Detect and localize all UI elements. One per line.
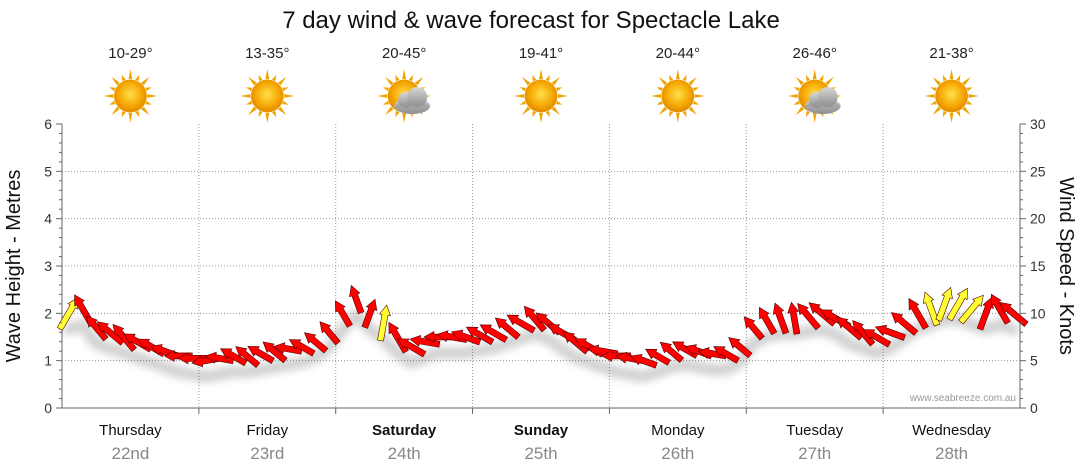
wind-arrow xyxy=(990,293,1011,325)
wind-arrow xyxy=(349,284,365,315)
wind-arrow xyxy=(409,334,441,348)
day-name: Tuesday xyxy=(786,422,843,439)
right-tick-label: 30 xyxy=(1030,116,1046,132)
wind-arrow xyxy=(288,339,316,357)
sun-icon xyxy=(514,69,568,123)
weather-row: 10-29° 13-35° 20-45° 19-41° 20-44° 26-46° 21-3… xyxy=(103,45,979,123)
wind-arrow xyxy=(235,346,261,368)
wind-arrow xyxy=(999,301,1029,327)
right-tick-label: 0 xyxy=(1030,400,1038,416)
wind-arrow xyxy=(247,346,275,364)
wave-shadow xyxy=(62,309,1020,383)
chart-title: 7 day wind & wave forecast for Spectacle… xyxy=(282,7,780,34)
right-tick-label: 25 xyxy=(1030,163,1046,179)
day-name: Sunday xyxy=(514,422,569,439)
wind-arrow xyxy=(787,301,801,335)
day-date: 27th xyxy=(798,444,831,463)
left-tick-label: 2 xyxy=(44,305,52,321)
wind-arrow xyxy=(758,306,778,336)
wind-arrow xyxy=(645,348,671,366)
sun-icon xyxy=(924,69,979,123)
day-name: Thursday xyxy=(99,422,162,439)
wind-arrow xyxy=(465,326,495,346)
left-tick-label: 1 xyxy=(44,353,52,369)
wind-arrow xyxy=(743,316,765,341)
wind-arrow xyxy=(319,321,341,346)
wind-arrow xyxy=(958,294,984,325)
wind-arrow xyxy=(86,315,109,342)
wind-arrows xyxy=(56,284,1029,369)
temperature-range: 20-44° xyxy=(656,45,700,62)
wind-arrow xyxy=(506,314,536,334)
wind-arrow xyxy=(479,324,509,343)
wind-arrow xyxy=(262,341,288,364)
wind-arrow xyxy=(659,341,685,363)
temperature-range: 26-46° xyxy=(793,45,837,62)
sun-icon xyxy=(103,69,158,123)
sun-cloud-icon xyxy=(787,69,842,123)
day-labels: Thursday 22nd Friday 23rd Saturday 24th Sunday… xyxy=(99,422,991,463)
right-tick-label: 5 xyxy=(1030,353,1038,369)
day-date: 28th xyxy=(935,444,968,463)
wind-arrow xyxy=(862,329,892,348)
wind-arrow xyxy=(890,312,919,336)
right-axis: 0 5 10 15 20 25 30 xyxy=(1020,116,1046,416)
temperature-range: 10-29° xyxy=(108,45,152,62)
wind-arrow xyxy=(335,300,353,328)
left-axis-title: Wave Height - Metres xyxy=(3,170,25,363)
wind-arrow xyxy=(112,323,137,352)
day-date: 25th xyxy=(524,444,557,463)
wind-arrow xyxy=(728,337,753,359)
wind-arrow xyxy=(220,348,248,367)
wind-arrow xyxy=(630,353,658,369)
temperature-range: 19-41° xyxy=(519,45,563,62)
sun-icon xyxy=(240,69,295,123)
day-name: Saturday xyxy=(372,422,437,439)
wind-arrow xyxy=(303,332,329,354)
right-tick-label: 10 xyxy=(1030,305,1046,321)
wind-arrow xyxy=(523,305,547,333)
wind-arrow xyxy=(772,302,790,335)
credit-text: www.seabreeze.com.au xyxy=(909,393,1016,404)
sun-cloud-icon xyxy=(377,69,432,123)
day-name: Friday xyxy=(246,422,288,439)
left-tick-label: 0 xyxy=(44,400,52,416)
day-date: 26th xyxy=(661,444,694,463)
right-axis-title: Wind Speed - Knots xyxy=(1055,177,1077,355)
wind-arrow xyxy=(713,346,740,364)
wind-arrow xyxy=(377,304,391,342)
wind-arrow xyxy=(451,329,482,346)
wind-arrow xyxy=(494,317,521,340)
left-tick-label: 4 xyxy=(44,211,52,227)
wind-arrow xyxy=(797,302,821,331)
wind-arrow xyxy=(908,298,929,330)
wind-arrow xyxy=(874,324,906,341)
day-name: Monday xyxy=(651,422,705,439)
day-date: 23rd xyxy=(250,444,284,463)
wind-arrow xyxy=(397,338,427,358)
day-name: Wednesday xyxy=(912,422,991,439)
left-axis: 0 1 2 3 4 5 6 xyxy=(44,116,62,416)
sun-icon xyxy=(650,69,705,123)
day-date: 22nd xyxy=(112,444,150,463)
right-tick-label: 15 xyxy=(1030,258,1046,274)
wind-arrow xyxy=(935,286,953,322)
left-tick-label: 6 xyxy=(44,116,52,132)
temperature-range: 21-38° xyxy=(929,45,973,62)
right-tick-label: 20 xyxy=(1030,211,1046,227)
plot-area xyxy=(61,124,1021,409)
day-date: 24th xyxy=(388,444,421,463)
temperature-range: 20-45° xyxy=(382,45,426,62)
left-tick-label: 5 xyxy=(44,163,52,179)
wind-arrow xyxy=(361,298,378,329)
temperature-range: 13-35° xyxy=(245,45,289,62)
wave-shadow-path xyxy=(62,309,1020,383)
left-tick-label: 3 xyxy=(44,258,52,274)
wind-arrow xyxy=(946,287,968,322)
